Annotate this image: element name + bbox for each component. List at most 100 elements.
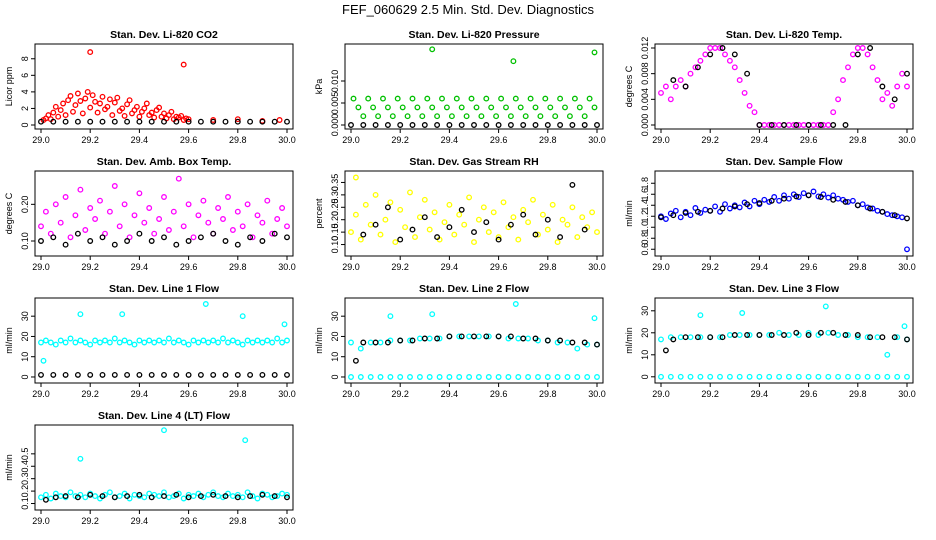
data-point	[195, 339, 202, 346]
data-point	[77, 186, 84, 193]
data-point	[264, 491, 271, 498]
y-tick-label: 0.4	[20, 460, 30, 473]
data-point	[835, 96, 842, 103]
data-point	[458, 104, 465, 111]
data-point	[119, 311, 126, 318]
data-point	[70, 108, 76, 115]
data-point	[365, 95, 372, 102]
data-point	[274, 216, 281, 222]
data-point	[38, 371, 44, 378]
x-tick-label: 29.2	[391, 262, 409, 272]
data-point	[259, 339, 266, 346]
y-tick-label: 0.10	[330, 236, 340, 254]
data-point	[190, 234, 197, 241]
data-point	[677, 214, 684, 221]
data-point	[397, 206, 404, 213]
data-point	[800, 122, 807, 128]
data-point	[891, 212, 898, 219]
data-point	[557, 122, 564, 128]
data-point	[50, 109, 57, 116]
data-point	[185, 201, 192, 208]
data-point	[677, 373, 684, 380]
y-tick-label: 1.8	[640, 177, 650, 190]
data-point	[402, 224, 409, 231]
data-point	[77, 337, 84, 344]
data-point	[505, 374, 512, 380]
y-tick-label: 10	[20, 352, 30, 362]
data-point	[441, 219, 448, 226]
data-point	[156, 216, 163, 222]
data-point	[99, 234, 106, 241]
data-point	[421, 335, 428, 342]
data-point	[62, 194, 69, 200]
data-point	[845, 373, 851, 380]
panel-1: Stan. Dev. Li-820 CO2 29.0 29.2 29.4 29.6 29.…	[4, 29, 296, 145]
x-tick-label: 29.2	[81, 262, 99, 272]
data-point	[38, 339, 44, 346]
data-point	[141, 105, 148, 112]
data-point	[121, 337, 128, 344]
data-point	[47, 339, 54, 346]
data-point	[72, 102, 79, 109]
y-axis-label: ml/min	[624, 327, 634, 354]
data-point	[124, 238, 131, 244]
data-point	[77, 311, 84, 318]
data-point	[202, 301, 209, 307]
data-point	[864, 51, 871, 58]
data-point	[498, 95, 505, 102]
data-point	[478, 113, 485, 120]
data-point	[284, 337, 290, 344]
data-point	[495, 333, 502, 340]
data-point	[178, 112, 185, 119]
x-tick-label: 29.6	[800, 262, 818, 272]
data-point	[170, 339, 177, 346]
data-point	[161, 194, 167, 200]
data-point	[195, 212, 202, 219]
data-point	[795, 373, 802, 380]
y-tick-label: 1.0	[640, 221, 650, 234]
data-point	[879, 83, 886, 90]
data-point	[259, 371, 266, 378]
data-point	[284, 118, 290, 125]
y-tick-label: 10	[640, 350, 650, 360]
data-point	[867, 334, 874, 341]
data-point	[87, 205, 94, 211]
data-point	[99, 93, 106, 100]
data-point	[92, 493, 99, 500]
data-point	[687, 334, 694, 341]
data-point	[904, 246, 910, 253]
x-tick-label: 29.6	[180, 516, 198, 526]
data-point	[867, 205, 874, 212]
data-point	[156, 337, 163, 344]
data-point	[131, 491, 138, 498]
data-point	[557, 337, 564, 344]
data-point	[670, 336, 677, 343]
data-point	[276, 117, 283, 123]
data-point	[781, 195, 787, 202]
data-point	[562, 104, 568, 111]
data-point	[225, 339, 231, 346]
data-point	[161, 427, 167, 434]
data-point	[249, 234, 256, 241]
data-point	[566, 113, 573, 120]
x-tick-label: 29.8	[539, 389, 557, 399]
data-point	[156, 493, 163, 500]
data-point	[461, 221, 468, 228]
data-point	[581, 122, 588, 128]
y-tick-label: 0.1	[20, 497, 30, 510]
data-point	[741, 89, 748, 96]
data-point	[564, 339, 571, 346]
data-point	[869, 205, 876, 212]
data-point	[446, 333, 453, 340]
data-point	[52, 341, 59, 348]
data-point	[60, 100, 67, 107]
data-point	[736, 373, 743, 380]
data-point	[151, 230, 158, 237]
data-point	[726, 332, 733, 338]
data-point	[458, 122, 465, 128]
data-point	[72, 212, 79, 219]
data-point	[854, 373, 861, 380]
data-point	[471, 333, 477, 340]
data-point	[507, 221, 514, 228]
data-point	[271, 118, 278, 125]
